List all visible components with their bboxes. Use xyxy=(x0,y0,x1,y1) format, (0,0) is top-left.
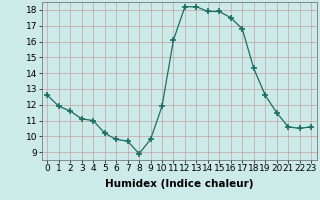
X-axis label: Humidex (Indice chaleur): Humidex (Indice chaleur) xyxy=(105,179,253,189)
